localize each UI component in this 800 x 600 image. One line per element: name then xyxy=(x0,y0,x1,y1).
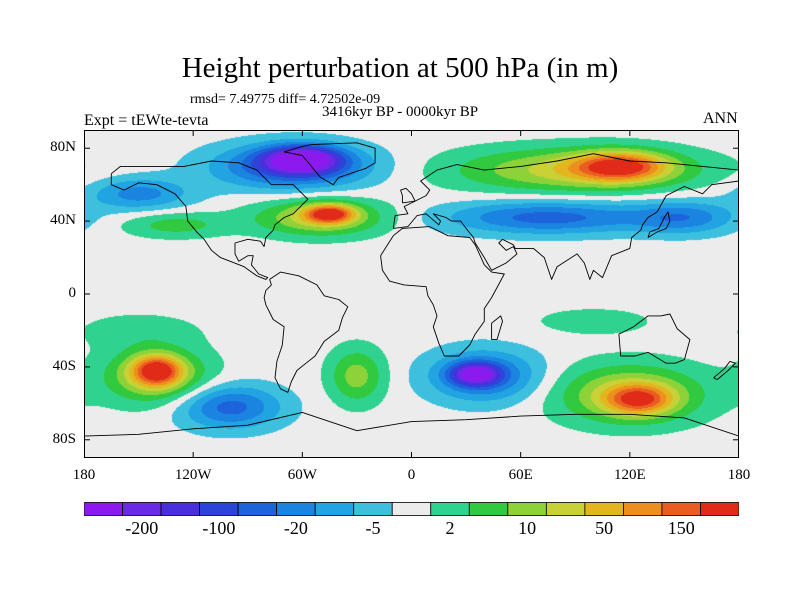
map-plot xyxy=(84,130,739,458)
anomaly-field xyxy=(84,130,739,458)
x-tick-label: 60W xyxy=(287,467,317,483)
colorbar-box xyxy=(199,502,239,516)
colorbar-label: 2 xyxy=(445,518,455,538)
colorbar-box xyxy=(353,502,393,516)
coastline-australia xyxy=(618,313,691,364)
x-tick-label: 120E xyxy=(613,467,646,483)
colorbar-box xyxy=(391,502,432,516)
period-label: 3416kyr BP - 0000kyr BP xyxy=(322,104,479,120)
y-tick-label: 40S xyxy=(52,357,76,374)
colorbar-box xyxy=(507,502,547,516)
colorbar-box xyxy=(430,502,470,516)
colorbar-box xyxy=(584,502,624,516)
coastline-japan xyxy=(647,211,671,238)
colorbar-box xyxy=(314,502,355,516)
coastline-eurasia xyxy=(392,153,739,280)
coastline-north-america xyxy=(110,160,309,280)
x-tick-label: 120W xyxy=(174,467,212,483)
colorbar-box xyxy=(84,502,123,516)
colorbar-box xyxy=(160,502,200,516)
y-tick-label: 80S xyxy=(52,430,76,447)
x-tick-label: 0 xyxy=(407,467,416,483)
coastline-south-america xyxy=(263,271,349,393)
colorbar-label: 10 xyxy=(518,518,537,538)
stats-label: rmsd= 7.49775 diff= 4.72502e-09 xyxy=(190,92,381,107)
coastline-british-isles xyxy=(400,187,416,204)
colorbar-box xyxy=(661,502,701,516)
colorbar-box xyxy=(468,502,509,516)
y-tick-label: 80N xyxy=(50,139,76,156)
colorbar-label: -100 xyxy=(202,518,236,538)
colorbar-box xyxy=(276,502,316,516)
colorbar-box xyxy=(237,502,278,516)
x-tick-label: 60E xyxy=(508,467,533,483)
coastline-layer xyxy=(84,142,739,437)
colorbar-box xyxy=(545,502,586,516)
chart-title: Height perturbation at 500 hPa (in m) xyxy=(181,52,619,84)
colorbar xyxy=(84,502,739,516)
experiment-label: Expt = tEWte-tevta xyxy=(84,112,209,129)
colorbar-label: 50 xyxy=(595,518,614,538)
y-tick-label: 40N xyxy=(50,212,76,229)
x-tick-label: 180 xyxy=(72,467,96,483)
coastline-new-zealand xyxy=(713,360,736,381)
colorbar-label: -200 xyxy=(125,518,159,538)
season-label: ANN xyxy=(703,110,738,127)
coastline-antarctica xyxy=(84,411,739,437)
colorbar-box xyxy=(122,502,162,516)
colorbar-label: -5 xyxy=(365,518,381,538)
colorbar-label: 150 xyxy=(667,518,695,538)
x-tick-label: 180 xyxy=(727,467,751,483)
colorbar-box xyxy=(623,502,663,516)
coastline-madagascar xyxy=(491,315,503,341)
coastline-greenland xyxy=(283,142,376,186)
y-tick-label: 0 xyxy=(68,285,77,301)
colorbar-box xyxy=(700,502,739,516)
colorbar-label: -20 xyxy=(283,518,308,538)
coastline-africa xyxy=(380,226,505,357)
